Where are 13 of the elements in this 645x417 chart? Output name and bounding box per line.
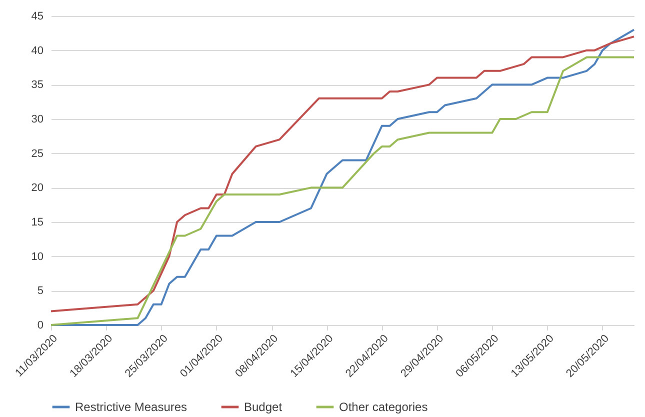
y-tick-label: 25 [31,148,44,160]
legend-label: Budget [244,400,283,414]
y-tick-label: 20 [31,182,44,194]
y-tick-label: 15 [31,216,44,228]
y-tick-label: 10 [31,250,44,263]
y-tick-label: 45 [31,10,44,22]
legend-label: Other categories [339,400,428,414]
y-tick-label: 40 [31,44,44,57]
y-tick-label: 5 [37,285,44,298]
y-tick-label: 30 [31,114,44,126]
y-tick-label: 35 [31,79,44,92]
y-tick-label: 0 [37,320,44,332]
legend-label: Restrictive Measures [75,400,188,414]
